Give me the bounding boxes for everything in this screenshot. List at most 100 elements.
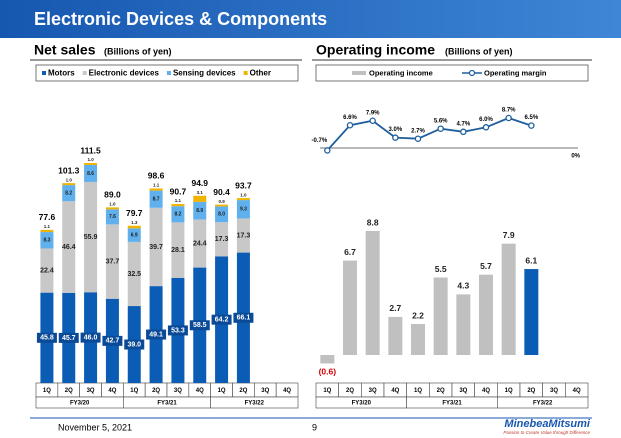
chart-title: Net sales <box>34 42 96 58</box>
data-label: 2.7 <box>389 303 401 313</box>
label-box <box>124 339 145 350</box>
bar-segment <box>127 241 141 307</box>
data-label: 39.7 <box>149 244 163 251</box>
line-marker <box>414 135 422 142</box>
data-label: 42.7 <box>106 338 120 345</box>
data-label: 46.4 <box>62 244 76 251</box>
legend-label: Other <box>250 69 271 78</box>
data-label: 6.1 <box>525 255 537 265</box>
data-label: 6.6% <box>343 115 357 121</box>
label-box <box>146 329 167 340</box>
data-label: 3.1 <box>197 190 204 195</box>
legend-label: Sensing devices <box>173 69 236 78</box>
bar-segment <box>105 224 119 299</box>
x-tick-label: 1Q <box>414 388 422 394</box>
line-marker <box>528 122 535 129</box>
total-label: 90.7 <box>170 186 187 196</box>
chart-title: Operating income <box>316 42 435 58</box>
slide-title: Electronic Devices & Components <box>34 9 327 29</box>
line-marker <box>482 124 490 131</box>
data-label: 66.1 <box>237 315 251 322</box>
bar <box>388 316 403 355</box>
bar-segment <box>84 181 98 293</box>
data-label: 32.5 <box>127 271 141 278</box>
data-label: 8.7% <box>502 108 516 114</box>
x-tick-label: 1Q <box>505 388 513 394</box>
data-label: (0.6) <box>319 367 337 377</box>
data-label: 5.6% <box>434 118 448 124</box>
line-marker <box>369 117 376 125</box>
x-tick-label: 1Q <box>130 388 138 394</box>
x-tick-label: 4Q <box>482 388 490 394</box>
bar-segment <box>105 207 119 210</box>
x-tick-label: 2Q <box>152 388 160 394</box>
bar-segment <box>84 164 98 182</box>
bar-segment <box>171 206 185 223</box>
y2-tick-label: 0% <box>571 154 580 160</box>
chart-subtitle: (Billions of yen) <box>445 46 513 56</box>
bar-segment <box>84 163 98 165</box>
line-marker <box>392 134 399 141</box>
data-label: 4.7% <box>456 121 470 127</box>
page-number: 9 <box>312 422 317 432</box>
data-label: 0.9 <box>218 199 225 204</box>
bar-segment <box>127 228 141 242</box>
group-label: FY3/21 <box>157 401 177 407</box>
x-tick-label: 1Q <box>323 388 331 394</box>
label-box <box>102 335 123 346</box>
data-label: 55.9 <box>84 234 98 241</box>
bar-segment <box>149 190 163 208</box>
data-label: 2.2 <box>412 310 424 320</box>
x-tick-label: 3Q <box>87 388 95 394</box>
data-label: 8.2 <box>65 191 72 197</box>
legend-label: Electronic devices <box>89 69 160 78</box>
total-label: 101.3 <box>58 165 80 175</box>
x-tick-label: 4Q <box>108 388 116 394</box>
bar-segment <box>215 206 229 223</box>
bar <box>365 231 380 355</box>
bar <box>320 355 335 364</box>
data-label: 17.3 <box>215 236 229 243</box>
bar-segment <box>127 225 141 229</box>
bar <box>433 277 448 355</box>
line-marker <box>460 128 467 136</box>
line-marker <box>324 147 331 154</box>
bar-segment <box>62 185 76 202</box>
bar <box>456 294 471 355</box>
legend-swatch <box>166 71 171 75</box>
data-label: 7.6 <box>109 214 116 220</box>
bar <box>524 269 539 355</box>
bar-segment <box>215 204 229 207</box>
x-tick-label: 4Q <box>196 388 204 394</box>
group-label: FY3/21 <box>442 401 462 407</box>
bar <box>479 274 493 355</box>
data-label: 6.0% <box>479 117 493 123</box>
x-tick-label: 3Q <box>261 388 269 394</box>
group-cell <box>210 396 299 409</box>
data-label: 37.7 <box>106 258 120 265</box>
total-label: 90.4 <box>213 187 230 197</box>
x-tick-label: 3Q <box>550 388 558 394</box>
data-label: 7.9% <box>366 110 380 116</box>
data-label: 45.7 <box>62 335 76 342</box>
total-label: 77.6 <box>39 212 56 222</box>
total-label: 111.5 <box>80 145 101 155</box>
x-tick-label: 2Q <box>239 388 247 394</box>
total-label: 94.9 <box>191 178 208 188</box>
total-label: 93.7 <box>235 180 252 190</box>
data-label: 28.1 <box>171 247 185 254</box>
data-label: 3.0% <box>388 127 402 133</box>
x-tick-label: 3Q <box>369 388 377 394</box>
bar-segment <box>40 232 54 249</box>
total-label: 98.6 <box>148 171 165 181</box>
bar <box>501 243 516 355</box>
line-marker <box>437 125 444 132</box>
bar-segment <box>215 222 229 257</box>
data-label: 17.3 <box>237 232 251 239</box>
data-label: 1.1 <box>44 224 51 229</box>
group-cell <box>497 396 589 409</box>
legend-swatch <box>352 71 366 75</box>
label-box <box>58 332 79 343</box>
data-label: -0.7% <box>311 138 327 144</box>
legend-box <box>315 64 589 82</box>
